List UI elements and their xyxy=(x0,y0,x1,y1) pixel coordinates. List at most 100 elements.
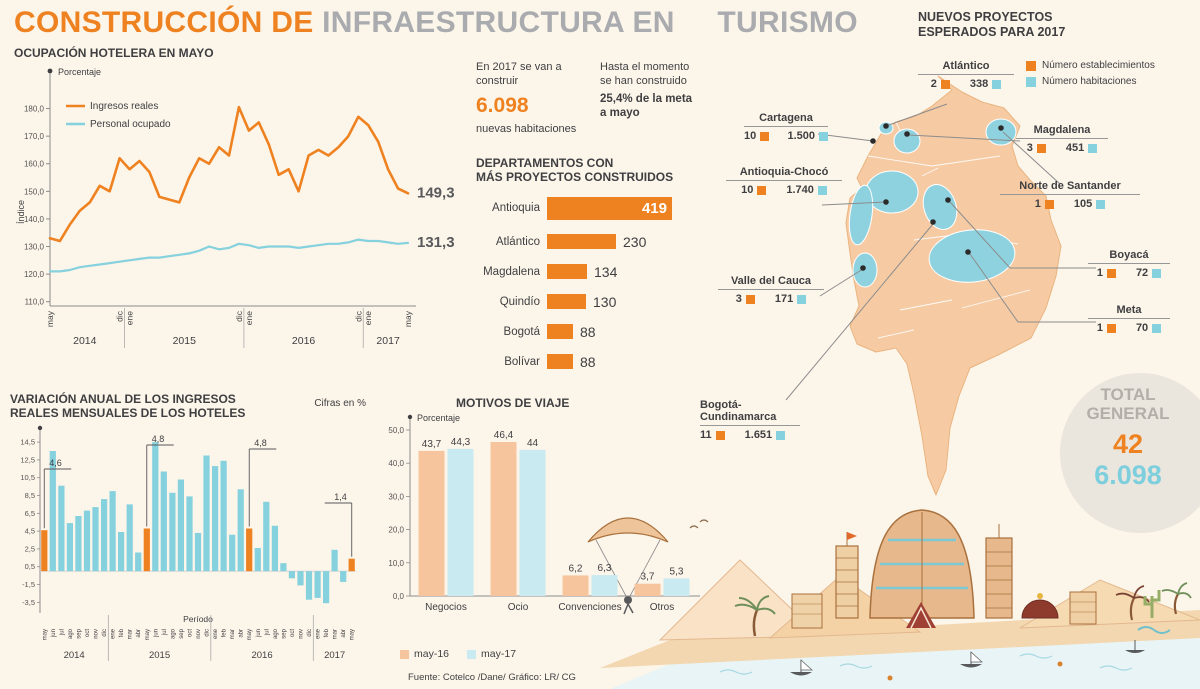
svg-text:jul: jul xyxy=(59,629,65,636)
svg-text:2016: 2016 xyxy=(251,650,272,661)
svg-text:Convenciones: Convenciones xyxy=(558,602,621,613)
habitaciones-swatch xyxy=(797,294,807,304)
establecimientos-swatch xyxy=(1036,143,1046,153)
habitaciones-value: 1.740 xyxy=(786,184,814,196)
svg-text:1,4: 1,4 xyxy=(334,492,347,502)
region-name: Meta xyxy=(1088,304,1170,319)
svg-text:dic: dic xyxy=(115,311,125,323)
svg-text:10,5: 10,5 xyxy=(20,473,35,482)
parasail xyxy=(587,517,669,615)
dept-row: Quindío 130 xyxy=(476,294,702,310)
map-region-label: Atlántico 2 338 xyxy=(918,60,1014,90)
establecimientos-swatch xyxy=(1106,268,1116,278)
region-values: 10 1.740 xyxy=(726,184,842,196)
svg-text:may: may xyxy=(45,311,55,328)
svg-text:44,3: 44,3 xyxy=(451,437,471,448)
habitaciones-value: 70 xyxy=(1135,322,1149,334)
svg-text:jun: jun xyxy=(51,629,57,638)
svg-text:abr: abr xyxy=(239,629,245,638)
total-general-label: TOTAL GENERAL xyxy=(1086,385,1170,423)
svg-text:-3,5: -3,5 xyxy=(22,598,35,607)
habitaciones-value: 171 xyxy=(774,293,794,305)
svg-text:ene: ene xyxy=(213,628,219,639)
svg-text:may: may xyxy=(42,629,48,640)
svg-text:4,6: 4,6 xyxy=(49,458,62,468)
svg-text:2014: 2014 xyxy=(73,335,97,347)
legend-swatch xyxy=(400,649,409,659)
travel-motives-legend: may-16 may-17 xyxy=(400,648,516,660)
map-title: NUEVOS PROYECTOS ESPERADOS PARA 2017 xyxy=(918,10,1066,39)
habitaciones-swatch xyxy=(819,131,828,141)
svg-text:Período: Período xyxy=(183,614,213,624)
establecimientos-swatch xyxy=(715,430,725,440)
dept-value: 419 xyxy=(641,199,667,217)
svg-text:may: may xyxy=(247,629,253,640)
svg-text:2014: 2014 xyxy=(64,650,85,661)
dept-row: Antioquia 419 xyxy=(476,196,702,220)
dept-label: Bogotá xyxy=(503,325,540,338)
svg-text:nov: nov xyxy=(94,629,100,639)
svg-text:180,0: 180,0 xyxy=(24,105,45,114)
tent xyxy=(906,602,936,629)
page-title: CONSTRUCCIÓN DE INFRAESTRUCTURA EN TURIS… xyxy=(14,6,858,40)
establecimientos-value: 2 xyxy=(930,78,937,90)
svg-text:160,0: 160,0 xyxy=(24,160,45,169)
svg-text:2017: 2017 xyxy=(324,650,345,661)
source-credit: Fuente: Cotelco /Dane/ Gráfico: LR/ CG xyxy=(408,672,576,683)
region-values: 1 105 xyxy=(1000,198,1140,210)
establecimientos-value: 11 xyxy=(700,429,712,441)
dept-row: Bogotá 88 xyxy=(476,324,702,340)
svg-text:jun: jun xyxy=(256,629,262,638)
svg-text:4,8: 4,8 xyxy=(152,434,165,444)
svg-text:46,4: 46,4 xyxy=(494,430,514,441)
svg-text:sep: sep xyxy=(76,628,82,638)
dept-bar: 419 xyxy=(547,196,672,220)
legend-label: may-16 xyxy=(414,648,450,660)
svg-text:170,0: 170,0 xyxy=(24,133,45,142)
svg-text:dic: dic xyxy=(307,629,313,637)
svg-text:sep: sep xyxy=(281,628,287,638)
occupancy-title: OCUPACIÓN HOTELERA EN MAYO xyxy=(14,46,214,60)
svg-text:abr: abr xyxy=(341,629,347,638)
region-name: Norte de Santander xyxy=(1000,180,1140,195)
total-establecimientos: 42 xyxy=(1112,429,1144,460)
variation-title: VARIACIÓN ANUAL DE LOS INGRESOS REALES M… xyxy=(10,392,246,421)
map-region-label: Valle del Cauca 3 171 xyxy=(718,275,824,305)
legend-label: may-17 xyxy=(481,648,517,660)
svg-text:130,0: 130,0 xyxy=(24,243,45,252)
habitaciones-value: 1.500 xyxy=(787,130,815,142)
establecimientos-swatch xyxy=(757,185,767,195)
svg-text:2016: 2016 xyxy=(292,335,316,347)
svg-text:43,7: 43,7 xyxy=(422,439,442,450)
svg-text:oct: oct xyxy=(85,628,91,636)
legend-swatch xyxy=(467,649,477,659)
svg-text:4,5: 4,5 xyxy=(25,526,35,535)
establecimientos-swatch xyxy=(940,79,950,89)
svg-text:6,3: 6,3 xyxy=(598,563,612,574)
establecimientos-swatch xyxy=(1106,323,1116,333)
establecimientos-value: 10 xyxy=(744,130,757,142)
total-general: TOTAL GENERAL 42 6.098 xyxy=(1058,385,1198,491)
progress-bold-text: 25,4% de la meta a mayo xyxy=(600,92,693,119)
dept-bar xyxy=(547,264,587,280)
svg-text:oct: oct xyxy=(187,628,193,636)
svg-text:0,5: 0,5 xyxy=(25,562,35,571)
svg-text:may: may xyxy=(350,629,356,640)
svg-text:30,0: 30,0 xyxy=(388,492,404,501)
region-values: 3 171 xyxy=(718,293,824,305)
map-region-label: Boyacá 1 72 xyxy=(1088,249,1170,279)
svg-text:Porcentaje: Porcentaje xyxy=(417,413,460,423)
departments-section: DEPARTAMENTOS CON MÁS PROYECTOS CONSTRUI… xyxy=(476,156,702,384)
svg-text:dic: dic xyxy=(205,629,211,637)
map-section: NUEVOS PROYECTOS ESPERADOS PARA 2017 Núm… xyxy=(700,8,1200,553)
legend-item: may-17 xyxy=(467,648,516,660)
svg-text:12,5: 12,5 xyxy=(20,455,35,464)
small-buildings xyxy=(791,591,1097,629)
svg-text:Personal ocupado: Personal ocupado xyxy=(90,119,171,130)
dept-value: 130 xyxy=(593,293,617,310)
region-name: Bogotá-Cundinamarca xyxy=(700,399,800,426)
habitaciones-swatch xyxy=(1088,143,1098,153)
legend-label: Número habitaciones xyxy=(1042,76,1137,87)
svg-text:jun: jun xyxy=(153,629,159,638)
svg-text:44: 44 xyxy=(527,438,539,449)
